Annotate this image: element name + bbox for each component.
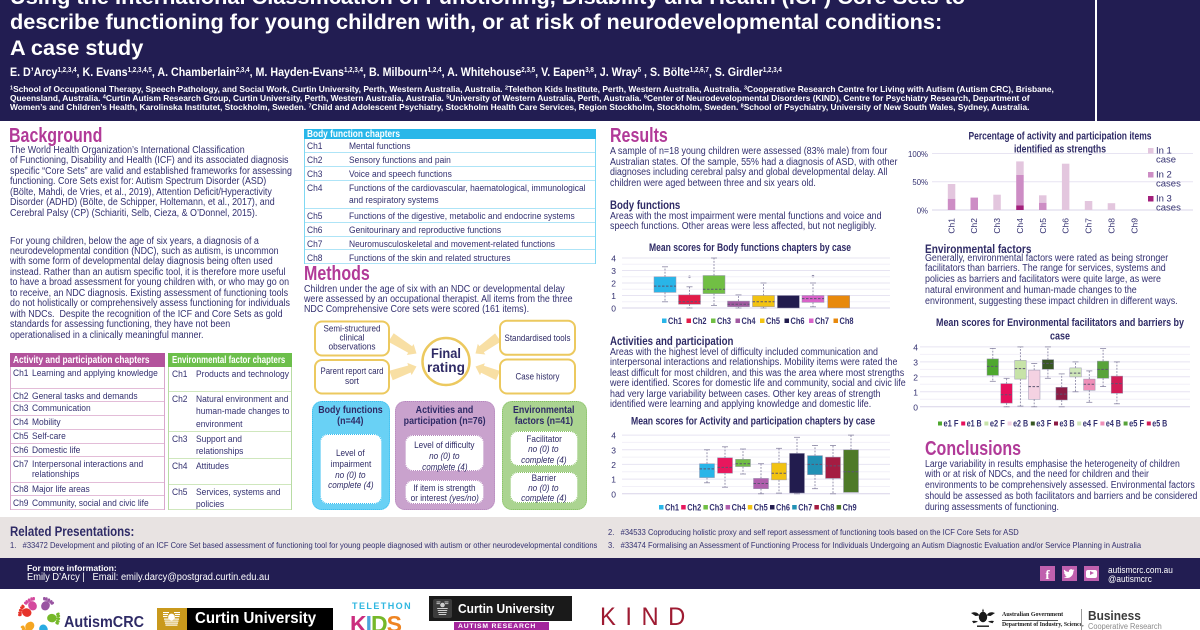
svg-text:identified as strengths: identified as strengths [1014, 144, 1106, 156]
svg-text:Ch9: Ch9 [843, 503, 857, 514]
svg-text:clinical: clinical [340, 333, 365, 343]
svg-text:3: 3 [611, 266, 616, 276]
svg-text:sort: sort [345, 376, 359, 386]
svg-text:Final: Final [431, 346, 461, 361]
svg-text:Semi-structured: Semi-structured [324, 324, 381, 334]
svg-text:Ch6: Ch6 [791, 316, 805, 327]
svg-text:4: 4 [611, 254, 616, 264]
svg-text:Ch3: Ch3 [992, 218, 1002, 234]
svg-text:Ch9: Ch9 [1129, 218, 1139, 234]
svg-text:3: 3 [611, 445, 616, 455]
svg-text:0: 0 [611, 489, 616, 499]
svg-text:1: 1 [611, 291, 616, 301]
svg-text:4: 4 [611, 431, 616, 441]
svg-text:Ch7: Ch7 [798, 503, 812, 514]
svg-text:observations: observations [329, 342, 376, 352]
svg-text:2: 2 [913, 372, 918, 382]
svg-text:Ch8: Ch8 [1106, 218, 1116, 234]
svg-text:Case history: Case history [516, 372, 560, 382]
svg-text:Ch2: Ch2 [693, 316, 707, 327]
svg-text:Ch1: Ch1 [665, 503, 680, 514]
svg-text:cases: cases [1156, 203, 1181, 214]
svg-text:e4 B: e4 B [1106, 419, 1121, 430]
svg-text:Ch4: Ch4 [1015, 218, 1025, 234]
svg-text:0: 0 [611, 304, 616, 314]
svg-text:Ch3: Ch3 [709, 503, 723, 514]
svg-text:Ch2: Ch2 [969, 218, 979, 234]
svg-text:e5 B: e5 B [1152, 419, 1167, 430]
svg-text:Ch4: Ch4 [732, 503, 747, 514]
svg-text:In 3: In 3 [1156, 194, 1172, 205]
svg-text:Standardised tools: Standardised tools [505, 333, 571, 343]
svg-text:e1 F: e1 F [944, 419, 959, 430]
svg-text:In 1: In 1 [1156, 146, 1172, 157]
svg-text:2: 2 [611, 460, 616, 470]
svg-text:rating: rating [427, 360, 465, 375]
svg-text:case: case [1050, 331, 1070, 343]
svg-text:In 2: In 2 [1156, 170, 1172, 181]
svg-text:Ch5: Ch5 [754, 503, 769, 514]
svg-text:e3 F: e3 F [1036, 419, 1051, 430]
svg-text:0%: 0% [917, 207, 928, 216]
svg-text:cases: cases [1156, 179, 1181, 190]
svg-text:50%: 50% [912, 178, 928, 187]
svg-text:e5 F: e5 F [1129, 419, 1144, 430]
svg-text:case: case [1156, 155, 1176, 166]
svg-text:Ch4: Ch4 [742, 316, 757, 327]
svg-text:Ch8: Ch8 [820, 503, 834, 514]
svg-text:1: 1 [913, 387, 918, 397]
svg-text:e1 B: e1 B [967, 419, 982, 430]
svg-text:Ch6: Ch6 [1061, 218, 1071, 234]
svg-text:Ch5: Ch5 [766, 316, 781, 327]
svg-text:0: 0 [913, 402, 918, 412]
svg-text:1: 1 [611, 475, 616, 485]
svg-text:Ch7: Ch7 [1084, 218, 1094, 234]
svg-text:Ch5: Ch5 [1038, 218, 1048, 234]
svg-text:Mean scores for Environmental: Mean scores for Environmental facilitato… [936, 317, 1185, 329]
svg-text:Ch6: Ch6 [776, 503, 790, 514]
svg-text:Percentage of activity and par: Percentage of activity and participation… [969, 131, 1152, 143]
svg-text:Ch1: Ch1 [668, 316, 683, 327]
svg-text:100%: 100% [908, 150, 928, 159]
svg-text:Ch3: Ch3 [717, 316, 731, 327]
svg-text:e3 B: e3 B [1060, 419, 1075, 430]
svg-text:Ch7: Ch7 [815, 316, 829, 327]
svg-text:e4 F: e4 F [1083, 419, 1098, 430]
svg-text:Ch1: Ch1 [947, 218, 957, 234]
svg-text:Mean scores for Body functions: Mean scores for Body functions chapters … [649, 242, 851, 254]
svg-text:Mean scores for Activity and p: Mean scores for Activity and participati… [631, 416, 875, 428]
svg-text:e2 B: e2 B [1013, 419, 1028, 430]
svg-text:3: 3 [913, 357, 918, 367]
svg-text:e2 F: e2 F [990, 419, 1005, 430]
svg-text:Parent report card: Parent report card [321, 366, 384, 376]
svg-text:4: 4 [913, 342, 918, 352]
svg-text:Ch2: Ch2 [687, 503, 701, 514]
svg-text:2: 2 [611, 279, 616, 289]
svg-text:Ch8: Ch8 [840, 316, 854, 327]
